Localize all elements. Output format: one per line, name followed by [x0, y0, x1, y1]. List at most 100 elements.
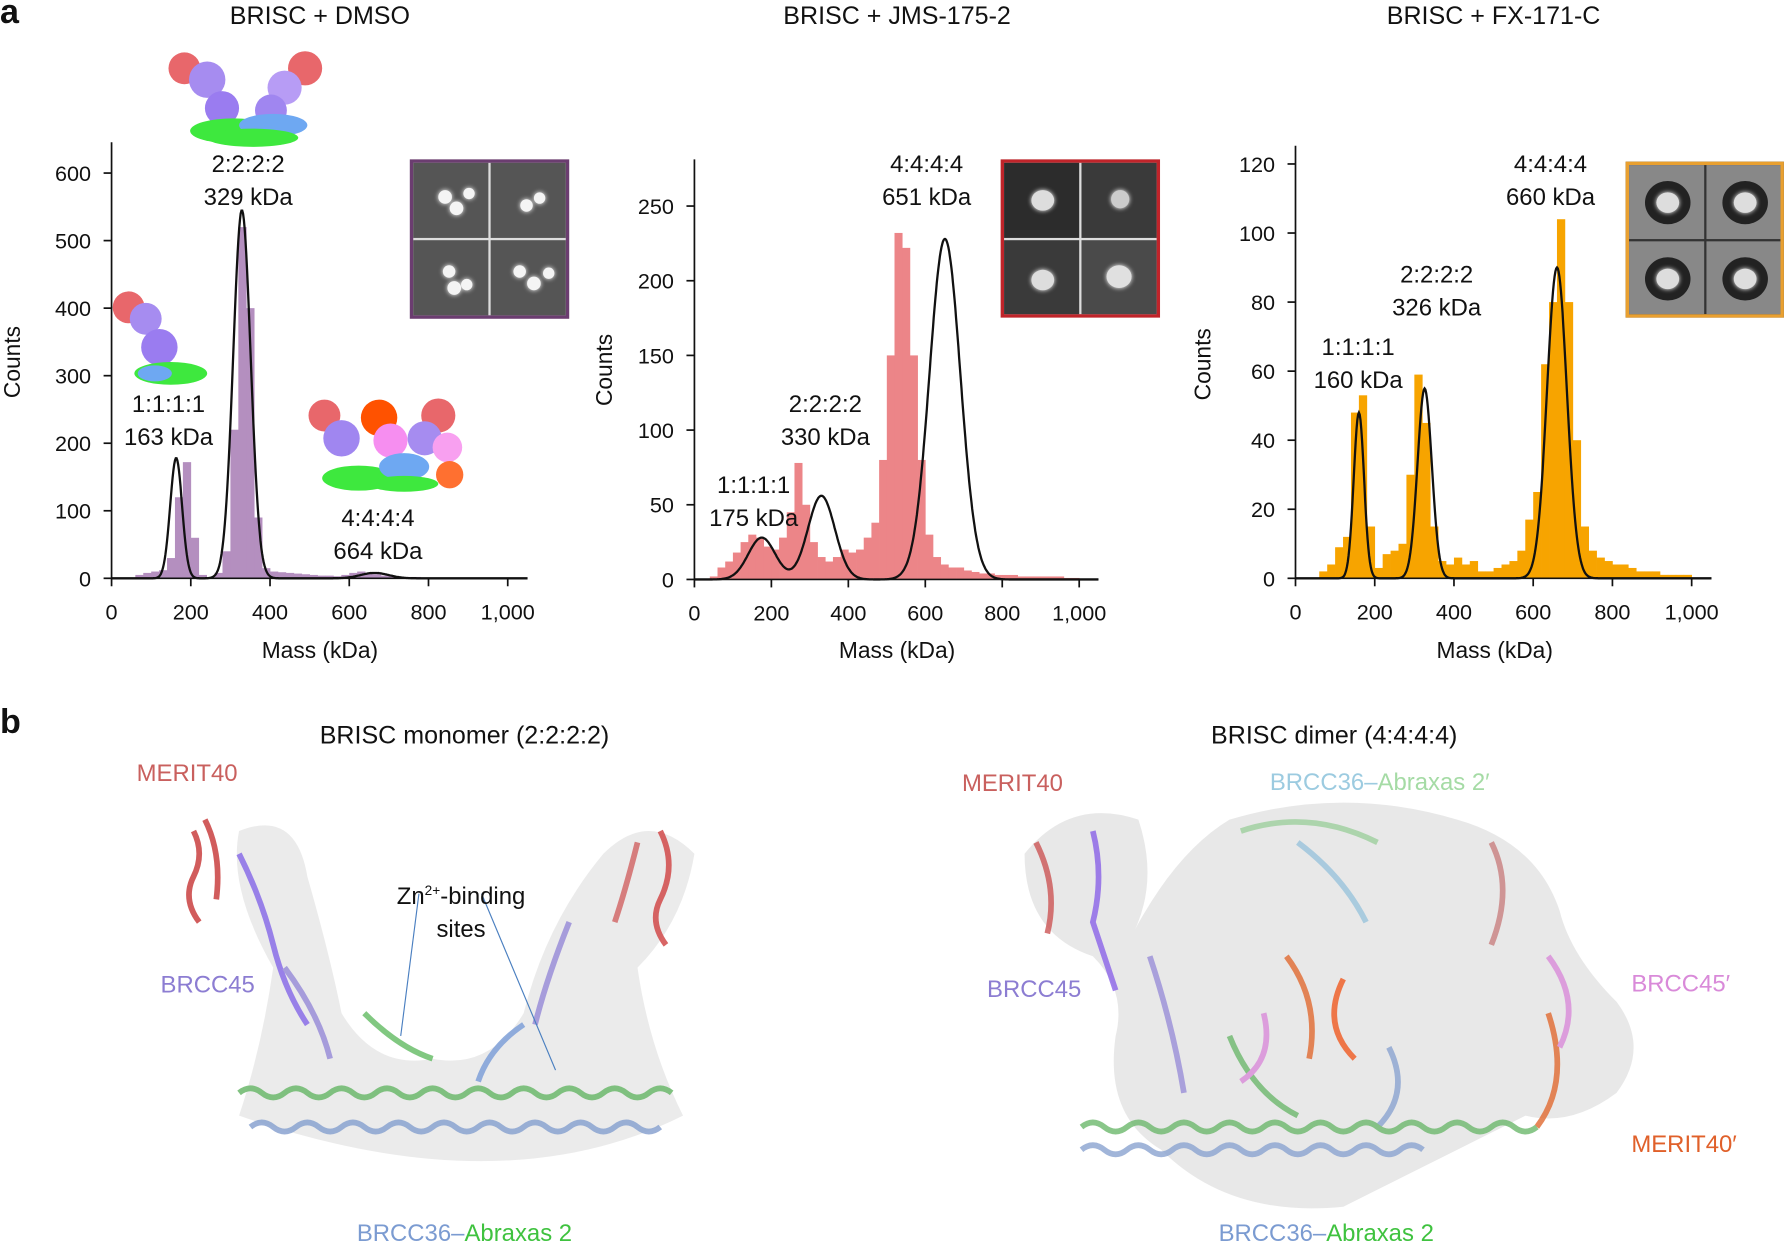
- x-tick-label: 0: [106, 599, 118, 624]
- histogram-bar: [388, 576, 398, 579]
- histogram-bar: [373, 574, 382, 579]
- dimer-title: BRISC dimer (4:4:4:4): [1211, 720, 1458, 750]
- model-2222-illustration: [168, 51, 323, 147]
- histogram-bar: [748, 534, 757, 580]
- histogram-bar: [971, 571, 980, 580]
- histogram-bar: [1446, 564, 1455, 579]
- peak-label-1111: 1:1:1:1 163 kDa: [123, 391, 214, 451]
- label-zn-binding-sites: Zn2+-binding sites: [396, 882, 526, 943]
- histogram-bar: [246, 308, 255, 579]
- model-1111-illustration: [112, 291, 208, 385]
- histogram-bar: [840, 549, 849, 580]
- histogram-bar: [794, 462, 803, 580]
- histogram-bar: [1048, 576, 1057, 580]
- histogram-bar: [1350, 412, 1360, 579]
- histogram-bar: [1652, 571, 1661, 579]
- y-tick-label: 200: [638, 269, 674, 294]
- histogram-bar: [1556, 219, 1566, 579]
- histogram-bar: [277, 572, 287, 579]
- histogram-bar: [1572, 440, 1582, 579]
- x-tick-label: 0: [1289, 599, 1301, 624]
- monomer-title: BRISC monomer (2:2:2:2): [319, 720, 610, 750]
- histogram-bar: [1477, 571, 1486, 579]
- x-axis-label: Mass (kDa): [261, 638, 379, 664]
- histogram-bar: [802, 504, 811, 580]
- histogram-bar: [1667, 574, 1677, 579]
- label-brcc45: BRCC45: [160, 972, 255, 999]
- label-merit40-prime: MERIT40′: [1631, 1131, 1737, 1158]
- histogram-bar: [786, 512, 795, 580]
- y-tick-label: 0: [662, 567, 674, 592]
- chart-title-jms: BRISC + JMS-175-2: [783, 1, 1011, 30]
- panel-b-letter: b: [0, 703, 21, 742]
- histogram-bar: [771, 549, 780, 580]
- histogram-bar: [190, 537, 200, 579]
- label-brcc45: BRCC45: [986, 976, 1082, 1003]
- peak-label-4444: 4:4:4:4 651 kDa: [882, 151, 972, 211]
- label-brcc45-prime: BRCC45′: [1631, 971, 1731, 998]
- peak-label-2222: 2:2:2:2 326 kDa: [1392, 261, 1482, 322]
- monomer-structure-illustration: [186, 818, 695, 1162]
- y-tick-label: 50: [650, 493, 674, 518]
- histogram-bar: [1493, 567, 1502, 579]
- label-merit40: MERIT40: [961, 770, 1063, 797]
- histogram-bar: [1541, 364, 1550, 579]
- histogram-bar: [856, 549, 865, 580]
- histogram-bar: [135, 574, 144, 579]
- histogram-bar: [182, 462, 192, 579]
- y-tick-label: 300: [55, 364, 91, 389]
- histogram-bar: [709, 576, 718, 580]
- x-tick-label: 400: [830, 600, 866, 625]
- y-tick-label: 60: [1251, 359, 1275, 384]
- histogram-bar: [270, 571, 279, 579]
- histogram-bar: [917, 459, 926, 580]
- histogram-bar: [159, 570, 168, 579]
- histogram-bar: [1453, 557, 1463, 579]
- y-axis-label: Counts: [0, 325, 26, 399]
- histogram-bar: [301, 574, 310, 579]
- y-tick-label: 80: [1251, 290, 1275, 315]
- histogram-bar: [863, 537, 872, 580]
- histogram-bar: [894, 232, 903, 580]
- histogram-bar: [1683, 574, 1693, 579]
- histogram-bar: [214, 572, 223, 579]
- histogram-bar: [1033, 576, 1042, 580]
- y-tick-label: 20: [1251, 497, 1275, 522]
- histogram-bar: [1358, 395, 1368, 579]
- histogram-bar: [909, 355, 918, 580]
- x-axis-label: Mass (kDa): [1436, 638, 1553, 664]
- y-tick-label: 250: [638, 194, 674, 219]
- histogram-bar: [1612, 564, 1621, 579]
- histogram-bar: [1056, 576, 1065, 580]
- histogram-bar: [1009, 574, 1018, 580]
- chart-title-fx: BRISC + FX-171-C: [1386, 1, 1601, 30]
- histogram-bar: [1588, 550, 1597, 579]
- x-tick-label: 600: [907, 600, 943, 625]
- histogram-bar: [365, 572, 374, 579]
- histogram-bar: [1636, 571, 1645, 579]
- y-tick-label: 40: [1251, 428, 1275, 453]
- label-brcc36-abraxas2: BRCC36–Abraxas 2: [1218, 1220, 1434, 1247]
- histogram-bar: [1580, 526, 1590, 579]
- histogram-bar: [1596, 557, 1605, 579]
- histogram-bar: [817, 557, 826, 580]
- y-tick-label: 100: [1239, 221, 1275, 246]
- class-averages-inset-jms: [1000, 159, 1161, 318]
- histogram-bar: [1406, 474, 1415, 579]
- histogram-bar: [1414, 374, 1423, 579]
- histogram-bar: [1422, 422, 1431, 579]
- histogram-bar: [717, 567, 726, 580]
- x-tick-label: 800: [984, 600, 1020, 625]
- histogram-bar: [979, 573, 988, 580]
- histogram-bar: [1659, 574, 1669, 579]
- peak-label-2222: 2:2:2:2 330 kDa: [780, 391, 870, 451]
- histogram-bar: [198, 574, 207, 579]
- histogram-bar: [1017, 576, 1026, 580]
- peak-label-4444: 4:4:4:4 664 kDa: [333, 505, 423, 565]
- y-tick-label: 150: [638, 343, 674, 368]
- x-tick-label: 1,000: [1052, 600, 1106, 625]
- y-tick-label: 600: [55, 161, 91, 186]
- histogram-bar: [755, 537, 765, 580]
- histogram-bar: [932, 557, 942, 580]
